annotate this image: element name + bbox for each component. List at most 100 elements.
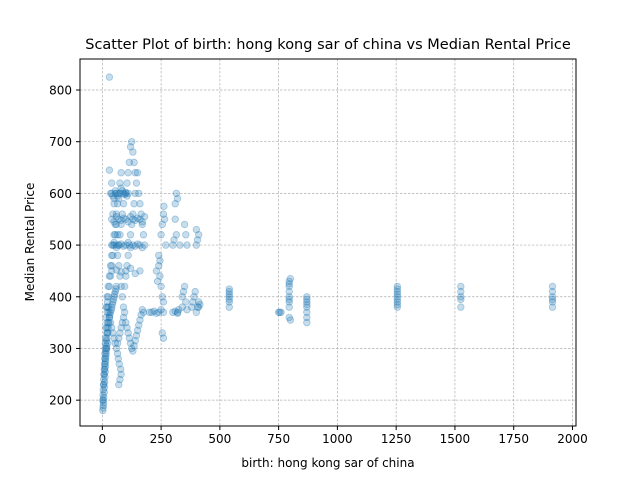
scatter-point xyxy=(152,267,161,275)
scatter-point xyxy=(140,212,149,221)
scatter-point xyxy=(393,285,402,293)
scatter-point xyxy=(393,287,402,296)
scatter-point xyxy=(117,324,125,332)
scatter-point xyxy=(103,308,111,316)
scatter-point xyxy=(124,329,132,337)
scatter-point xyxy=(130,200,138,208)
scatter-point xyxy=(120,282,129,291)
scatter-point xyxy=(125,241,134,249)
scatter-point xyxy=(109,295,118,304)
scatter-point xyxy=(102,337,111,345)
scatter-point xyxy=(130,342,138,350)
scatter-point xyxy=(172,189,181,198)
scatter-point xyxy=(109,192,117,200)
scatter-point xyxy=(102,342,111,350)
scatter-point xyxy=(160,202,168,211)
scatter-point xyxy=(112,285,120,293)
scatter-point xyxy=(108,241,116,249)
scatter-point xyxy=(110,334,118,342)
scatter-point xyxy=(131,269,139,278)
scatter-point xyxy=(104,318,112,327)
scatter-point xyxy=(114,355,123,363)
scatter-point xyxy=(131,242,139,250)
scatter-point xyxy=(109,210,117,218)
scatter-point xyxy=(112,210,121,218)
scatter-point xyxy=(108,300,116,309)
scatter-point xyxy=(115,241,123,249)
scatter-point xyxy=(130,158,138,167)
scatter-point xyxy=(548,293,557,301)
scatter-point xyxy=(108,262,116,270)
scatter-point xyxy=(126,339,135,347)
scatter-point xyxy=(157,231,165,239)
scatter-point xyxy=(113,231,122,239)
scatter-point xyxy=(110,238,118,247)
scatter-point xyxy=(124,218,132,226)
scatter-point xyxy=(103,334,111,342)
scatter-point xyxy=(117,240,125,248)
scatter-point xyxy=(131,189,139,198)
scatter-point xyxy=(548,287,557,296)
scatter-point xyxy=(101,373,109,381)
scatter-point xyxy=(147,308,156,316)
scatter-point xyxy=(128,138,136,146)
scatter-point xyxy=(135,189,143,198)
scatter-point xyxy=(117,184,125,192)
scatter-point xyxy=(101,349,109,358)
scatter-point xyxy=(286,274,295,283)
scatter-point xyxy=(99,406,107,415)
scatter-point xyxy=(117,216,125,224)
scatter-point xyxy=(274,308,283,316)
scatter-point xyxy=(131,169,139,177)
scatter-point xyxy=(117,220,125,229)
scatter-point xyxy=(113,349,122,358)
scatter-point xyxy=(99,386,107,394)
scatter-point xyxy=(116,329,124,337)
scatter-point xyxy=(110,200,118,208)
scatter-point xyxy=(175,305,183,314)
scatter-point xyxy=(285,298,293,306)
scatter-point xyxy=(155,251,163,260)
scatter-point xyxy=(102,324,110,332)
scatter-point xyxy=(131,216,139,224)
scatter-point xyxy=(115,194,123,203)
scatter-point xyxy=(137,210,145,218)
scatter-point xyxy=(106,311,114,319)
x-tick-label: 500 xyxy=(208,432,231,446)
scatter-point xyxy=(105,313,114,322)
scatter-point xyxy=(136,200,144,208)
scatter-point xyxy=(100,365,109,373)
scatter-point xyxy=(225,298,233,306)
scatter-point xyxy=(106,189,115,198)
scatter-point xyxy=(156,272,164,280)
scatter-point xyxy=(158,329,166,337)
scatter-point xyxy=(285,295,293,304)
x-tick-label: 0 xyxy=(99,432,107,446)
scatter-point xyxy=(136,267,144,275)
y-tick-label: 400 xyxy=(49,290,72,304)
plot-area-frame xyxy=(79,58,577,427)
scatter-point xyxy=(103,293,111,301)
scatter-point xyxy=(193,303,202,311)
scatter-point xyxy=(113,251,122,260)
scatter-point xyxy=(106,308,115,316)
scatter-point xyxy=(101,339,110,347)
scatter-point xyxy=(195,231,203,239)
scatter-point xyxy=(109,251,117,260)
scatter-point xyxy=(99,380,108,389)
y-tick-label: 800 xyxy=(49,84,72,98)
scatter-point xyxy=(113,192,122,200)
scatter-point xyxy=(225,303,233,311)
scatter-point xyxy=(124,189,132,198)
scatter-point xyxy=(122,189,130,198)
scatter-point xyxy=(303,308,311,316)
y-tick-label: 300 xyxy=(49,342,72,356)
scatter-point xyxy=(115,262,123,270)
scatter-point xyxy=(182,231,190,239)
scatter-point xyxy=(138,243,146,252)
scatter-point xyxy=(105,73,114,81)
scatter-point xyxy=(393,303,402,311)
scatter-point xyxy=(124,238,132,247)
scatter-point xyxy=(136,241,144,249)
